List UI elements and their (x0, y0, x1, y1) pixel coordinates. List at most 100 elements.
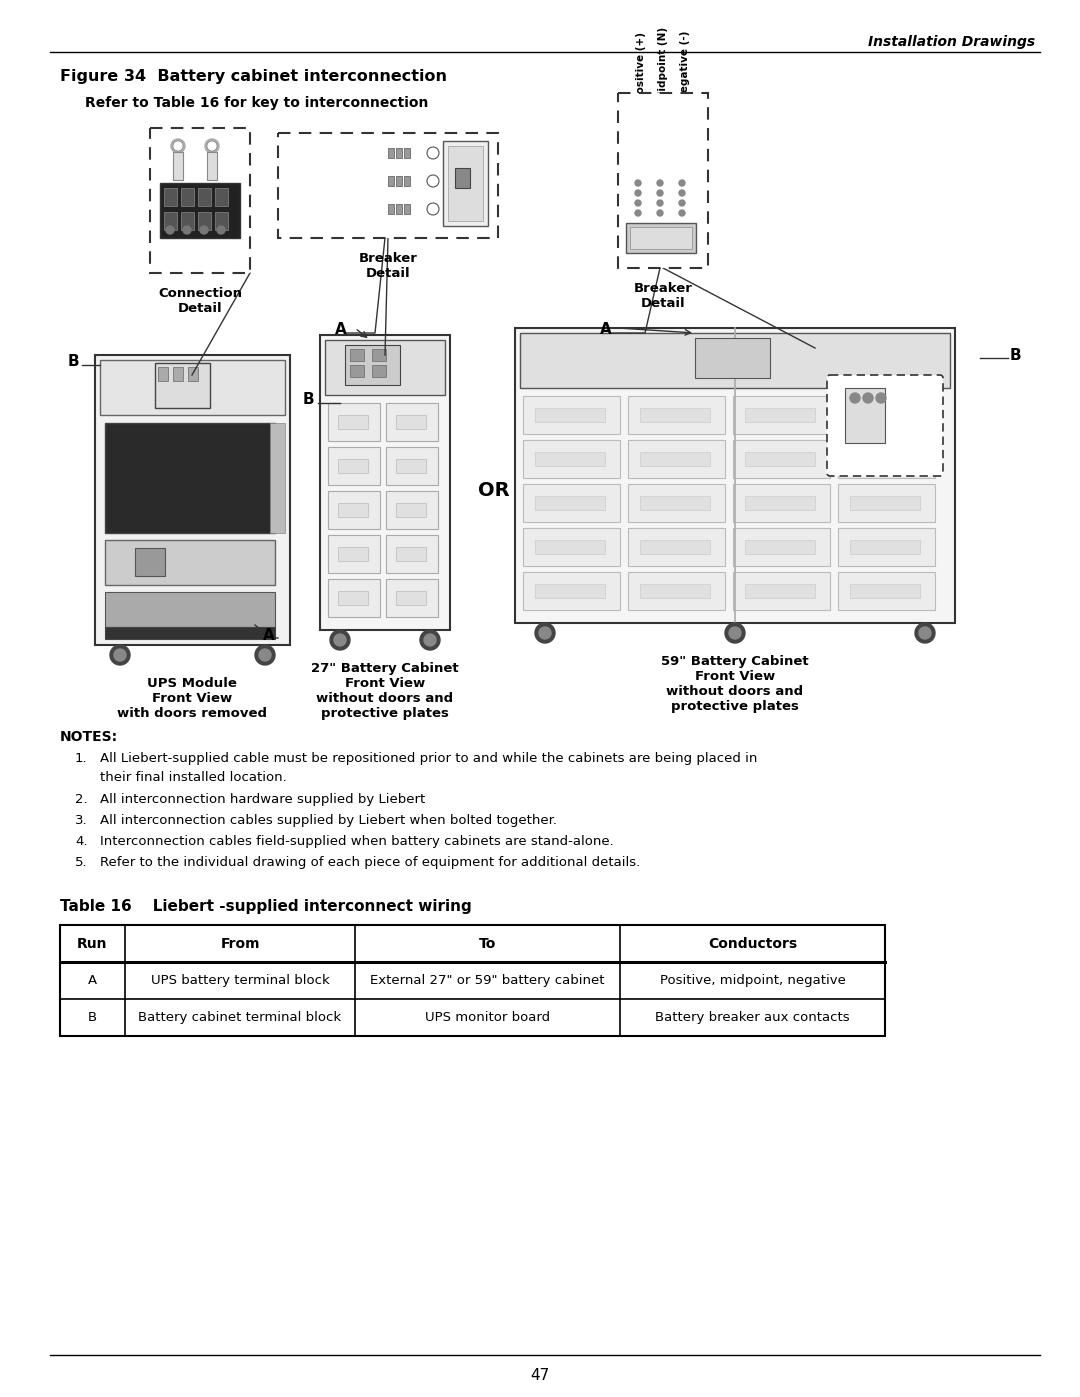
Bar (328, 402, 380, 441)
Bar (630, 226, 692, 249)
Text: Breaker
Detail: Breaker Detail (359, 251, 418, 279)
Bar (404, 176, 410, 186)
Circle shape (679, 180, 685, 186)
Bar (850, 496, 920, 510)
Bar (838, 571, 935, 610)
Circle shape (657, 210, 663, 217)
Bar (156, 363, 210, 408)
Bar (745, 541, 815, 555)
Bar (850, 453, 920, 467)
Bar (696, 338, 770, 379)
Bar (733, 571, 831, 610)
Text: To: To (478, 936, 496, 950)
Bar (396, 548, 426, 562)
Bar (164, 189, 177, 205)
Bar (270, 423, 285, 534)
Bar (640, 496, 710, 510)
Bar (640, 453, 710, 467)
Circle shape (427, 175, 438, 187)
Bar (388, 204, 394, 214)
Circle shape (330, 630, 350, 650)
Circle shape (679, 190, 685, 196)
Circle shape (183, 226, 191, 235)
Bar (325, 339, 445, 395)
Bar (328, 535, 380, 573)
Circle shape (171, 138, 185, 154)
Circle shape (729, 627, 741, 638)
Bar (515, 328, 955, 623)
Text: Refer to the individual drawing of each piece of equipment for additional detail: Refer to the individual drawing of each … (100, 856, 640, 869)
Circle shape (259, 650, 271, 661)
Text: Interconnection cables field-supplied when battery cabinets are stand-alone.: Interconnection cables field-supplied wh… (100, 835, 613, 848)
Bar (443, 141, 488, 226)
Circle shape (915, 623, 935, 643)
Bar (733, 440, 831, 478)
Bar (345, 345, 400, 386)
Bar (350, 365, 364, 377)
Text: Figure 34  Battery cabinet interconnection: Figure 34 Battery cabinet interconnectio… (60, 68, 447, 84)
Text: UPS Module
Front View
with doors removed: UPS Module Front View with doors removed (117, 678, 267, 719)
Text: Refer to Table 16 for key to interconnection: Refer to Table 16 for key to interconnec… (85, 96, 429, 110)
Text: B: B (68, 355, 80, 369)
Bar (838, 528, 935, 566)
Text: Battery cabinet terminal block: Battery cabinet terminal block (138, 1011, 341, 1024)
Bar (523, 395, 620, 434)
Text: 3.: 3. (75, 814, 87, 827)
Bar (627, 440, 725, 478)
Bar (396, 415, 426, 429)
Bar (838, 395, 935, 434)
Bar (386, 447, 438, 485)
Circle shape (635, 180, 642, 186)
Bar (838, 483, 935, 522)
Circle shape (205, 138, 219, 154)
Text: 2.: 2. (75, 793, 87, 806)
Circle shape (657, 180, 663, 186)
Bar (95, 355, 291, 645)
Text: Positive (+): Positive (+) (286, 148, 351, 158)
Text: OR: OR (478, 481, 510, 500)
Circle shape (217, 226, 225, 235)
Circle shape (200, 226, 208, 235)
Bar (215, 212, 228, 231)
Bar (396, 591, 426, 605)
Bar (350, 349, 364, 360)
Text: 27" Battery Cabinet
Front View
without doors and
protective plates: 27" Battery Cabinet Front View without d… (311, 662, 459, 719)
Bar (105, 423, 275, 534)
Circle shape (635, 190, 642, 196)
Bar (388, 176, 394, 186)
Circle shape (166, 226, 174, 235)
Bar (627, 395, 725, 434)
Text: Breaker
Detail: Breaker Detail (634, 282, 692, 310)
Bar (850, 408, 920, 422)
Circle shape (207, 141, 217, 151)
Text: A: A (87, 974, 97, 988)
Text: Negative (-): Negative (-) (286, 204, 352, 214)
Bar (396, 460, 426, 474)
FancyBboxPatch shape (618, 94, 708, 268)
Text: B: B (303, 393, 314, 408)
Bar (372, 365, 386, 377)
FancyBboxPatch shape (278, 133, 498, 237)
Text: 5.: 5. (75, 856, 87, 869)
Bar (850, 584, 920, 598)
Circle shape (427, 203, 438, 215)
Bar (328, 447, 380, 485)
Bar (396, 204, 402, 214)
Bar (181, 189, 194, 205)
Bar (386, 578, 438, 617)
Text: Midpoint (N): Midpoint (N) (658, 27, 669, 101)
Bar (523, 440, 620, 478)
Bar (733, 395, 831, 434)
Circle shape (679, 200, 685, 205)
Text: Run: Run (78, 936, 108, 950)
Bar (388, 148, 394, 158)
FancyBboxPatch shape (827, 374, 943, 476)
Bar (328, 490, 380, 529)
Circle shape (173, 141, 183, 151)
Text: All interconnection cables supplied by Liebert when bolted together.: All interconnection cables supplied by L… (100, 814, 557, 827)
Bar (845, 388, 885, 443)
Bar (535, 453, 605, 467)
Text: Table 16    Liebert -supplied interconnect wiring: Table 16 Liebert -supplied interconnect … (60, 900, 472, 914)
Bar (535, 541, 605, 555)
Text: NOTES:: NOTES: (60, 731, 118, 745)
